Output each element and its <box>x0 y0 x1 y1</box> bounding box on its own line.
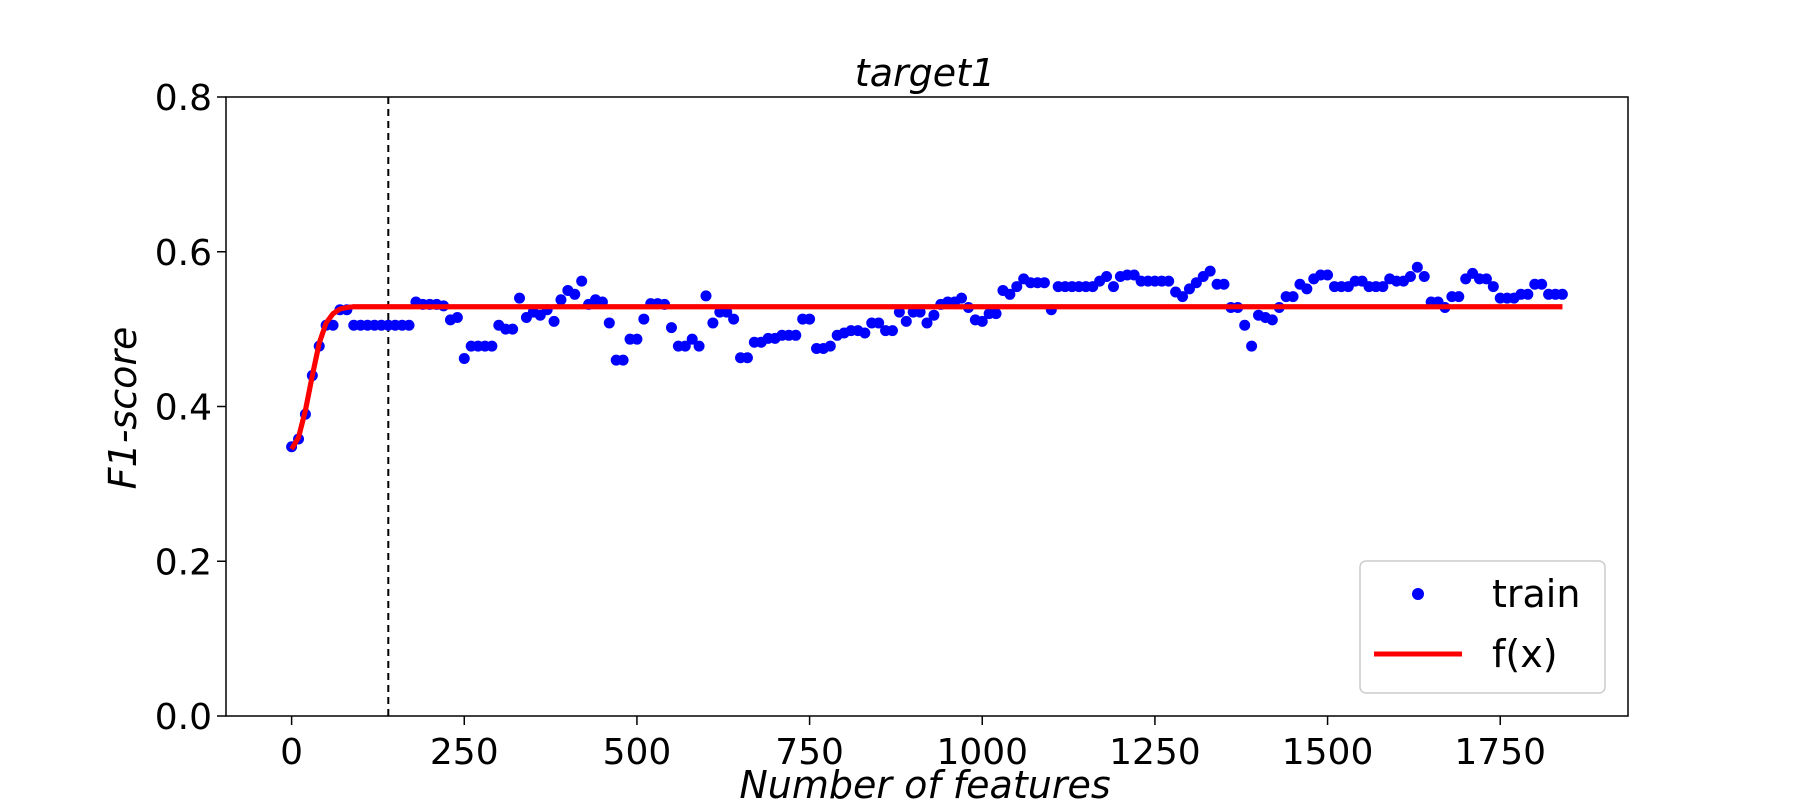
train-point <box>1377 281 1389 293</box>
x-tick-label: 1000 <box>936 732 1028 773</box>
legend-train-label: train <box>1492 572 1580 616</box>
train-point <box>1522 288 1534 300</box>
train-point <box>1107 281 1119 293</box>
train-point <box>1038 277 1050 289</box>
train-points <box>286 261 1568 453</box>
legend: train f(x) <box>1359 560 1606 694</box>
train-point <box>665 322 677 334</box>
train-point <box>900 315 912 327</box>
train-point <box>1487 281 1499 293</box>
x-tick-label: 1250 <box>1109 732 1201 773</box>
train-point <box>976 315 988 327</box>
train-point <box>1322 269 1334 281</box>
train-point <box>956 292 968 304</box>
x-tick-label: 0 <box>280 732 303 773</box>
y-tick-label: 0.8 <box>155 78 212 119</box>
chart-title: target1 <box>855 51 995 95</box>
y-tick-label: 0.6 <box>155 233 212 274</box>
train-point <box>824 340 836 352</box>
train-point <box>403 319 415 331</box>
train-point <box>1556 288 1568 300</box>
train-point <box>990 308 1002 320</box>
train-point <box>1301 283 1313 295</box>
y-axis-title: F1-score <box>101 327 145 490</box>
y-tick-label: 0.0 <box>155 697 212 738</box>
train-point <box>707 317 719 329</box>
x-tick-label: 1500 <box>1282 732 1374 773</box>
train-point <box>1418 271 1430 283</box>
train-point <box>804 313 816 325</box>
train-point <box>1536 278 1548 290</box>
train-point <box>1246 340 1258 352</box>
train-point <box>1011 281 1023 293</box>
train-point <box>548 315 560 327</box>
train-point <box>914 306 926 318</box>
legend-fx-label: f(x) <box>1492 632 1558 676</box>
train-point <box>576 275 588 287</box>
y-tick-label: 0.4 <box>155 388 212 429</box>
train-point <box>486 340 498 352</box>
train-point <box>859 327 871 339</box>
train-point <box>507 323 519 335</box>
train-point <box>873 317 885 329</box>
x-tick-label: 750 <box>775 732 844 773</box>
train-point <box>327 319 339 331</box>
train-point <box>603 317 615 329</box>
train-point <box>1287 291 1299 303</box>
train-point <box>631 333 643 345</box>
train-point <box>1004 288 1016 300</box>
train-point <box>458 353 470 365</box>
train-point <box>886 325 898 337</box>
train-point <box>1404 271 1416 283</box>
train-point <box>1163 275 1175 287</box>
train-point <box>555 294 567 306</box>
train-point <box>728 313 740 325</box>
train-point <box>893 306 905 318</box>
x-tick-label: 500 <box>603 732 672 773</box>
train-point <box>679 340 691 352</box>
train-point <box>1177 291 1189 303</box>
train-point <box>1411 261 1423 273</box>
x-axis-title: Number of features <box>739 763 1110 800</box>
train-point <box>514 292 526 304</box>
train-point <box>1453 291 1465 303</box>
train-point <box>686 333 698 345</box>
train-point <box>928 309 940 321</box>
x-tick-label: 1750 <box>1454 732 1546 773</box>
legend-train-marker <box>1412 588 1424 600</box>
train-point <box>790 329 802 341</box>
y-axis: 0.0 0.2 0.4 0.6 0.8 <box>155 78 226 738</box>
train-point <box>741 352 753 364</box>
fx-line-overlay <box>289 304 1563 451</box>
x-tick-label: 250 <box>430 732 499 773</box>
train-point <box>721 306 733 318</box>
train-point <box>1101 271 1113 283</box>
train-point <box>693 340 705 352</box>
train-point <box>700 290 712 302</box>
train-point <box>638 313 650 325</box>
x-axis: 0 250 500 750 1000 1250 1500 1750 <box>280 716 1546 773</box>
train-point <box>1266 314 1278 326</box>
train-point <box>569 288 581 300</box>
train-point <box>1204 265 1216 277</box>
train-point <box>1218 278 1230 290</box>
train-point <box>451 312 463 324</box>
train-point <box>1480 273 1492 285</box>
train-point <box>921 317 933 329</box>
train-point <box>1239 319 1251 331</box>
train-point <box>617 354 629 366</box>
y-tick-label: 0.2 <box>155 542 212 583</box>
